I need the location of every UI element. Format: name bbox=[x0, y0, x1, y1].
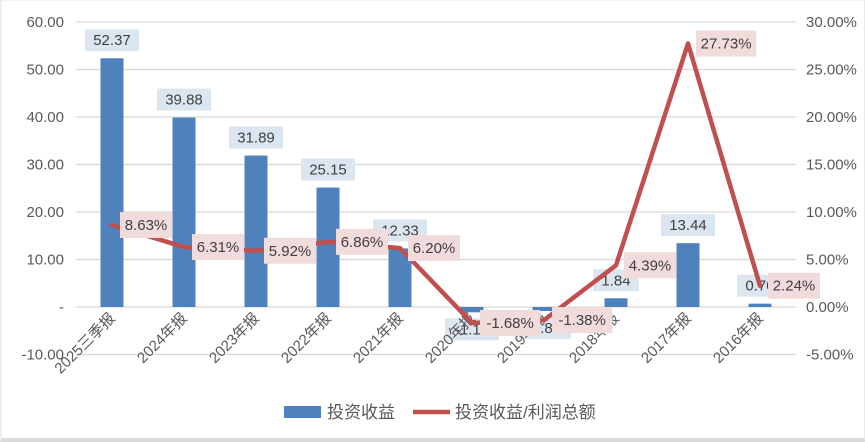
bar bbox=[316, 187, 340, 307]
category-label: 2021年报 bbox=[350, 310, 407, 367]
left-axis-tick: 30.00 bbox=[26, 157, 64, 174]
category-label: 2024年报 bbox=[134, 310, 191, 367]
bar-value-label-bg bbox=[229, 126, 283, 149]
ratio-value-label-bg bbox=[768, 272, 820, 299]
left-axis-tick: 40.00 bbox=[26, 109, 64, 126]
ratio-value-label: 5.92% bbox=[269, 243, 312, 260]
legend-label: 投资收益 bbox=[327, 403, 395, 422]
ratio-value-label-bg bbox=[192, 234, 244, 261]
bar-value-label: 1.84 bbox=[601, 272, 630, 289]
bar bbox=[748, 303, 772, 307]
category-label: 2017年报 bbox=[638, 310, 695, 367]
left-axis-tick: - bbox=[59, 299, 64, 316]
bar-value-label-bg bbox=[85, 29, 139, 52]
bar-value-label: 25.15 bbox=[309, 162, 347, 179]
bar-value-label-bg bbox=[301, 158, 355, 181]
right-axis-tick: 0.00% bbox=[806, 299, 849, 316]
ratio-value-label: 2.24% bbox=[773, 278, 816, 295]
ratio-value-label: 8.63% bbox=[125, 217, 168, 234]
ratio-value-label-bg bbox=[480, 309, 541, 336]
bar bbox=[172, 117, 196, 307]
bar bbox=[532, 307, 556, 312]
right-axis-tick: 25.00% bbox=[806, 62, 857, 79]
legend-label: 投资收益/利润总额 bbox=[455, 403, 596, 422]
right-axis-tick: -5.00% bbox=[806, 347, 854, 364]
bar bbox=[100, 58, 124, 308]
ratio-value-label-bg bbox=[120, 212, 172, 239]
bar-value-label-bg bbox=[661, 214, 715, 237]
ratio-value-label: 6.86% bbox=[341, 234, 384, 251]
bar-value-label: 13.44 bbox=[669, 217, 707, 234]
bar bbox=[460, 307, 484, 313]
bar-value-label-bg bbox=[157, 88, 211, 111]
ratio-value-label-bg bbox=[624, 252, 676, 279]
ratio-value-label-bg bbox=[552, 307, 613, 334]
bar bbox=[388, 248, 412, 307]
category-label: 2025三季报 bbox=[51, 310, 118, 377]
bar bbox=[604, 298, 628, 307]
ratio-line bbox=[109, 41, 763, 326]
right-axis-tick: 15.00% bbox=[806, 157, 857, 174]
ratio-value-label: 27.73% bbox=[701, 36, 752, 53]
bar-value-label: 31.89 bbox=[237, 130, 275, 147]
legend-bar-swatch bbox=[284, 406, 321, 418]
ratio-value-label-bg bbox=[336, 228, 388, 255]
ratio-value-label-bg bbox=[408, 235, 460, 262]
category-label: 2016年报 bbox=[710, 310, 767, 367]
right-axis-tick: 20.00% bbox=[806, 109, 857, 126]
bar-value-label: 52.37 bbox=[93, 32, 131, 49]
ratio-value-label: 6.20% bbox=[413, 240, 456, 257]
left-axis-tick: 50.00 bbox=[26, 62, 64, 79]
right-axis-tick: 5.00% bbox=[806, 252, 849, 269]
left-axis-tick: -10.00 bbox=[21, 347, 64, 364]
ratio-value-label-bg bbox=[264, 237, 316, 264]
ratio-value-label-bg bbox=[696, 30, 757, 57]
category-label: 2023年报 bbox=[206, 310, 263, 367]
bar bbox=[244, 155, 268, 307]
ratio-value-label: 6.31% bbox=[197, 239, 240, 256]
ratio-value-label: -1.38% bbox=[558, 312, 606, 329]
category-label: 2022年报 bbox=[278, 310, 335, 367]
ratio-value-label: 4.39% bbox=[629, 257, 672, 274]
left-axis-tick: 20.00 bbox=[26, 204, 64, 221]
bar-value-label: 39.88 bbox=[165, 92, 203, 109]
bar bbox=[676, 243, 700, 307]
left-axis-tick: 10.00 bbox=[26, 252, 64, 269]
right-axis-tick: 10.00% bbox=[806, 204, 857, 221]
left-axis-tick: 60.00 bbox=[26, 14, 64, 31]
right-axis-tick: 30.00% bbox=[806, 14, 857, 31]
ratio-value-label: -1.68% bbox=[486, 315, 534, 332]
